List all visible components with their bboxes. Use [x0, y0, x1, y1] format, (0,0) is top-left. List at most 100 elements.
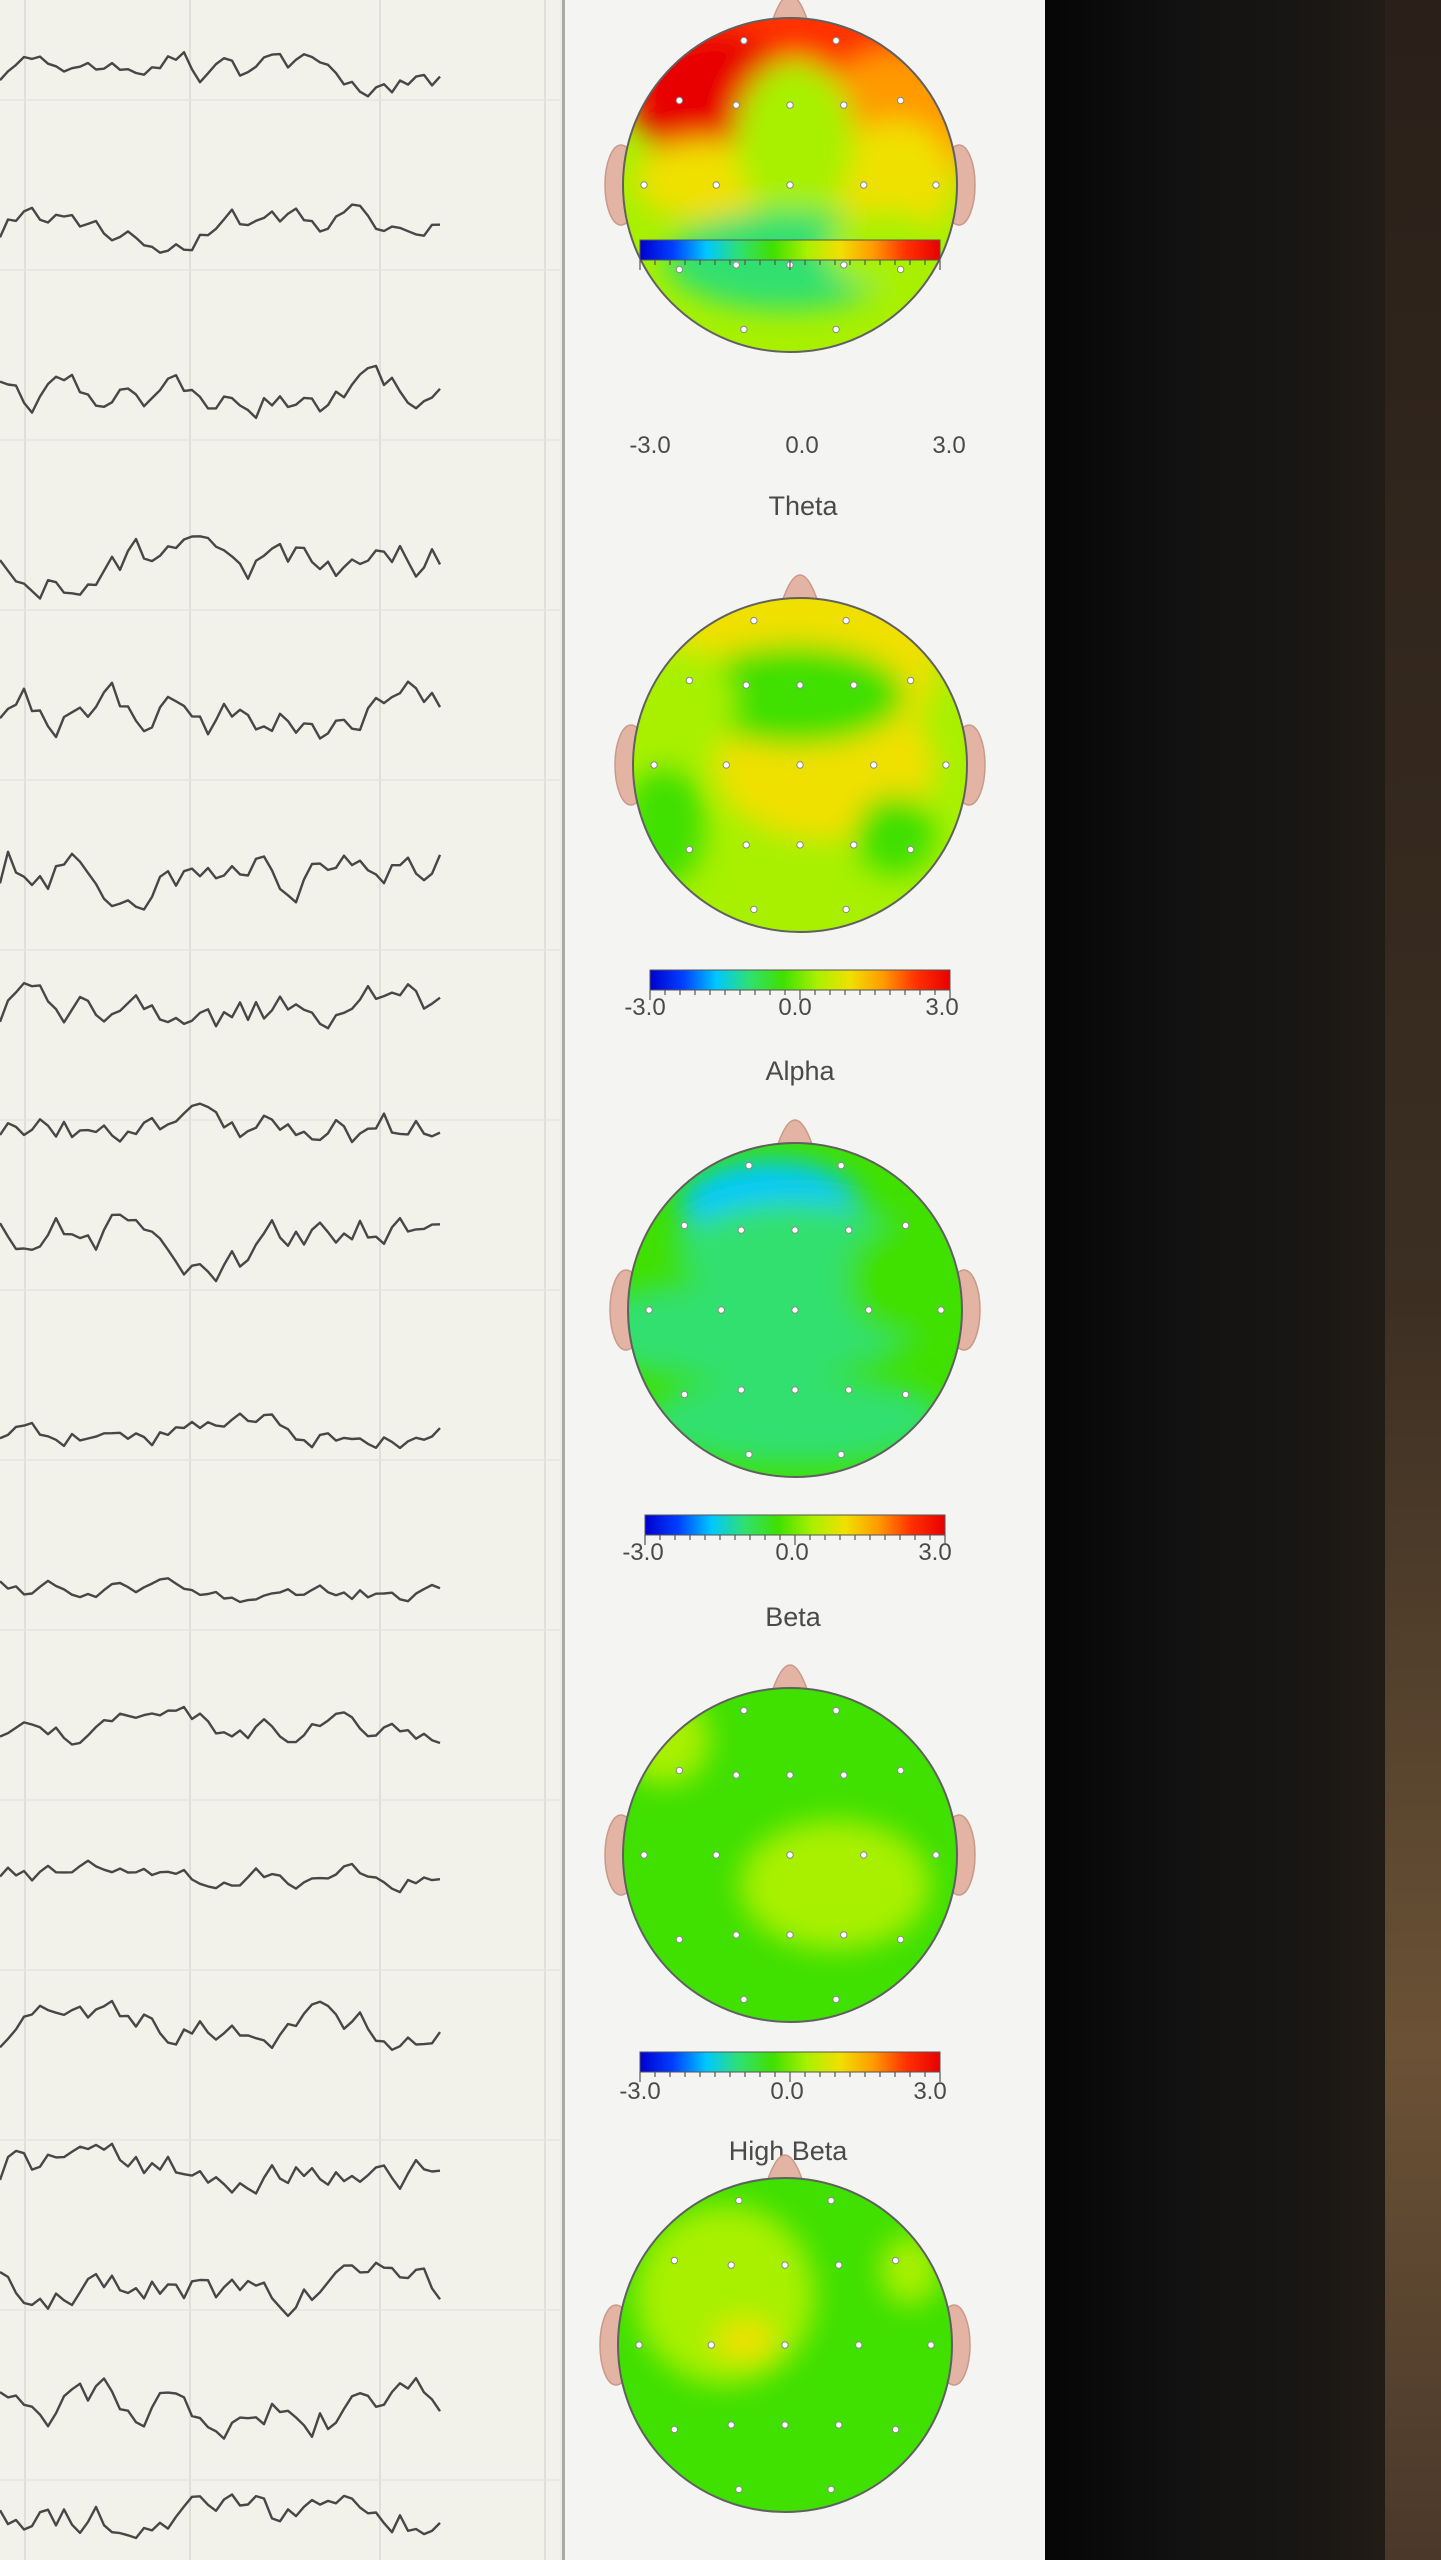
- electrode-marker: [742, 681, 750, 689]
- electrode-marker: [786, 101, 794, 109]
- eeg-trace-panel: [0, 0, 560, 2560]
- monitor-bezel: [1045, 0, 1441, 2560]
- electrode-marker: [860, 181, 868, 189]
- electrode-marker: [835, 2421, 843, 2429]
- colorbar: [644, 1514, 946, 1545]
- electrode-marker: [842, 616, 850, 625]
- electrode-marker: [827, 2196, 835, 2205]
- eeg-channel-trace: [0, 2142, 441, 2195]
- electrode-marker: [740, 1706, 748, 1715]
- electrode-marker: [827, 2485, 835, 2494]
- electrode-marker: [735, 2485, 743, 2494]
- colorbar-mid-label: 0.0: [775, 1539, 808, 1566]
- electrode-marker: [685, 845, 694, 854]
- colorbar-max-label: 3.0: [925, 994, 958, 1021]
- topomap-panel: -3.0 0.0 3.0 Theta -3.0 0.0 3.0 Alpha -3…: [565, 0, 1045, 2560]
- panel-divider[interactable]: [562, 0, 565, 2560]
- colorbar-mid-label: 0.0: [770, 2078, 803, 2105]
- head-topomap: [604, 0, 976, 353]
- electrode-marker: [896, 96, 905, 105]
- electrode-marker: [796, 761, 804, 769]
- electrode-marker: [832, 325, 840, 334]
- electrode-marker: [750, 905, 758, 914]
- eeg-channel-trace: [0, 1859, 441, 1894]
- electrode-marker: [842, 905, 850, 914]
- topomap-beta: Beta -3.0 0.0 3.0: [604, 1602, 976, 2105]
- electrode-marker: [781, 2421, 789, 2429]
- electrode-marker: [850, 841, 858, 849]
- electrode-marker: [707, 2341, 715, 2349]
- electrode-marker: [837, 1161, 845, 1170]
- electrode-marker: [740, 36, 748, 45]
- electrode-marker: [675, 1766, 684, 1775]
- electrode-marker: [901, 1221, 910, 1230]
- electrode-marker: [901, 1390, 910, 1399]
- electrode-marker: [727, 2421, 735, 2429]
- topomap-fill: [628, 1143, 962, 1477]
- eeg-channel-trace: [0, 981, 441, 1030]
- electrode-marker: [796, 841, 804, 849]
- electrode-marker: [786, 1931, 794, 1939]
- electrode-marker: [896, 1935, 905, 1944]
- electrode-marker: [727, 2261, 735, 2269]
- head-outline: [617, 2177, 953, 2513]
- electrode-marker: [737, 1386, 745, 1394]
- head-topomap: [609, 1119, 981, 1478]
- eeg-channel-trace: [0, 1213, 441, 1283]
- eeg-channel-trace: [0, 1705, 441, 1746]
- head-outline: [627, 1142, 963, 1478]
- electrode-marker: [786, 1851, 794, 1859]
- eeg-grid: [0, 0, 560, 2560]
- topomap-fill: [623, 18, 957, 352]
- electrode-marker: [717, 1306, 725, 1314]
- electrode-marker: [740, 325, 748, 334]
- head-outline: [622, 17, 958, 353]
- topomap-title: Beta: [765, 1602, 822, 1632]
- electrode-marker: [640, 1851, 648, 1859]
- colorbar: [649, 969, 951, 1000]
- head-topomap: [599, 2154, 971, 2513]
- electrode-marker: [791, 1306, 799, 1314]
- electrode-marker: [786, 1771, 794, 1779]
- electrode-marker: [786, 181, 794, 189]
- eeg-channel-trace: [0, 1577, 441, 1604]
- electrode-marker: [840, 1771, 848, 1779]
- electrode-marker: [732, 101, 740, 109]
- eeg-channel-trace: [0, 364, 441, 420]
- background-wall: [1385, 0, 1441, 2560]
- colorbar-min-label: -3.0: [622, 1539, 663, 1566]
- electrode-marker: [675, 1935, 684, 1944]
- electrode-marker: [722, 761, 730, 769]
- colorbar-min-label: -3.0: [619, 2078, 660, 2105]
- electrode-marker: [840, 261, 848, 269]
- electrode-marker: [927, 2341, 935, 2349]
- topomap-title: Alpha: [765, 1056, 835, 1086]
- topomap-alpha: Alpha -3.0 0.0 3.0: [609, 1056, 981, 1566]
- colorbar-mid-label: 0.0: [778, 994, 811, 1021]
- colorbar-min-label: -3.0: [629, 432, 670, 459]
- colorbar-max-label: 3.0: [913, 2078, 946, 2105]
- electrode-marker: [840, 101, 848, 109]
- topomap-high-beta: High Beta: [599, 2136, 971, 2513]
- head-outline: [632, 597, 968, 933]
- colorbar-max-label: 3.0: [932, 432, 965, 459]
- electrode-marker: [796, 681, 804, 689]
- electrode-marker: [837, 1450, 845, 1459]
- electrode-marker: [732, 1931, 740, 1939]
- electrode-marker: [906, 676, 915, 685]
- eeg-channel-trace: [0, 2493, 441, 2540]
- head-outline: [622, 1687, 958, 2023]
- electrode-marker: [870, 761, 878, 769]
- eeg-channel-trace: [0, 1999, 441, 2051]
- colorbar-min-label: -3.0: [624, 994, 665, 1021]
- electrode-marker: [855, 2341, 863, 2349]
- electrode-marker: [640, 181, 648, 189]
- electrode-marker: [675, 96, 684, 105]
- electrode-marker: [712, 181, 720, 189]
- eeg-channel-trace: [0, 51, 441, 98]
- electrode-marker: [942, 761, 950, 769]
- topomap-delta: -3.0 0.0 3.0: [604, 0, 976, 459]
- electrode-marker: [670, 2425, 679, 2434]
- eeg-channel-trace: [0, 2377, 441, 2440]
- eeg-channel-trace: [0, 535, 442, 600]
